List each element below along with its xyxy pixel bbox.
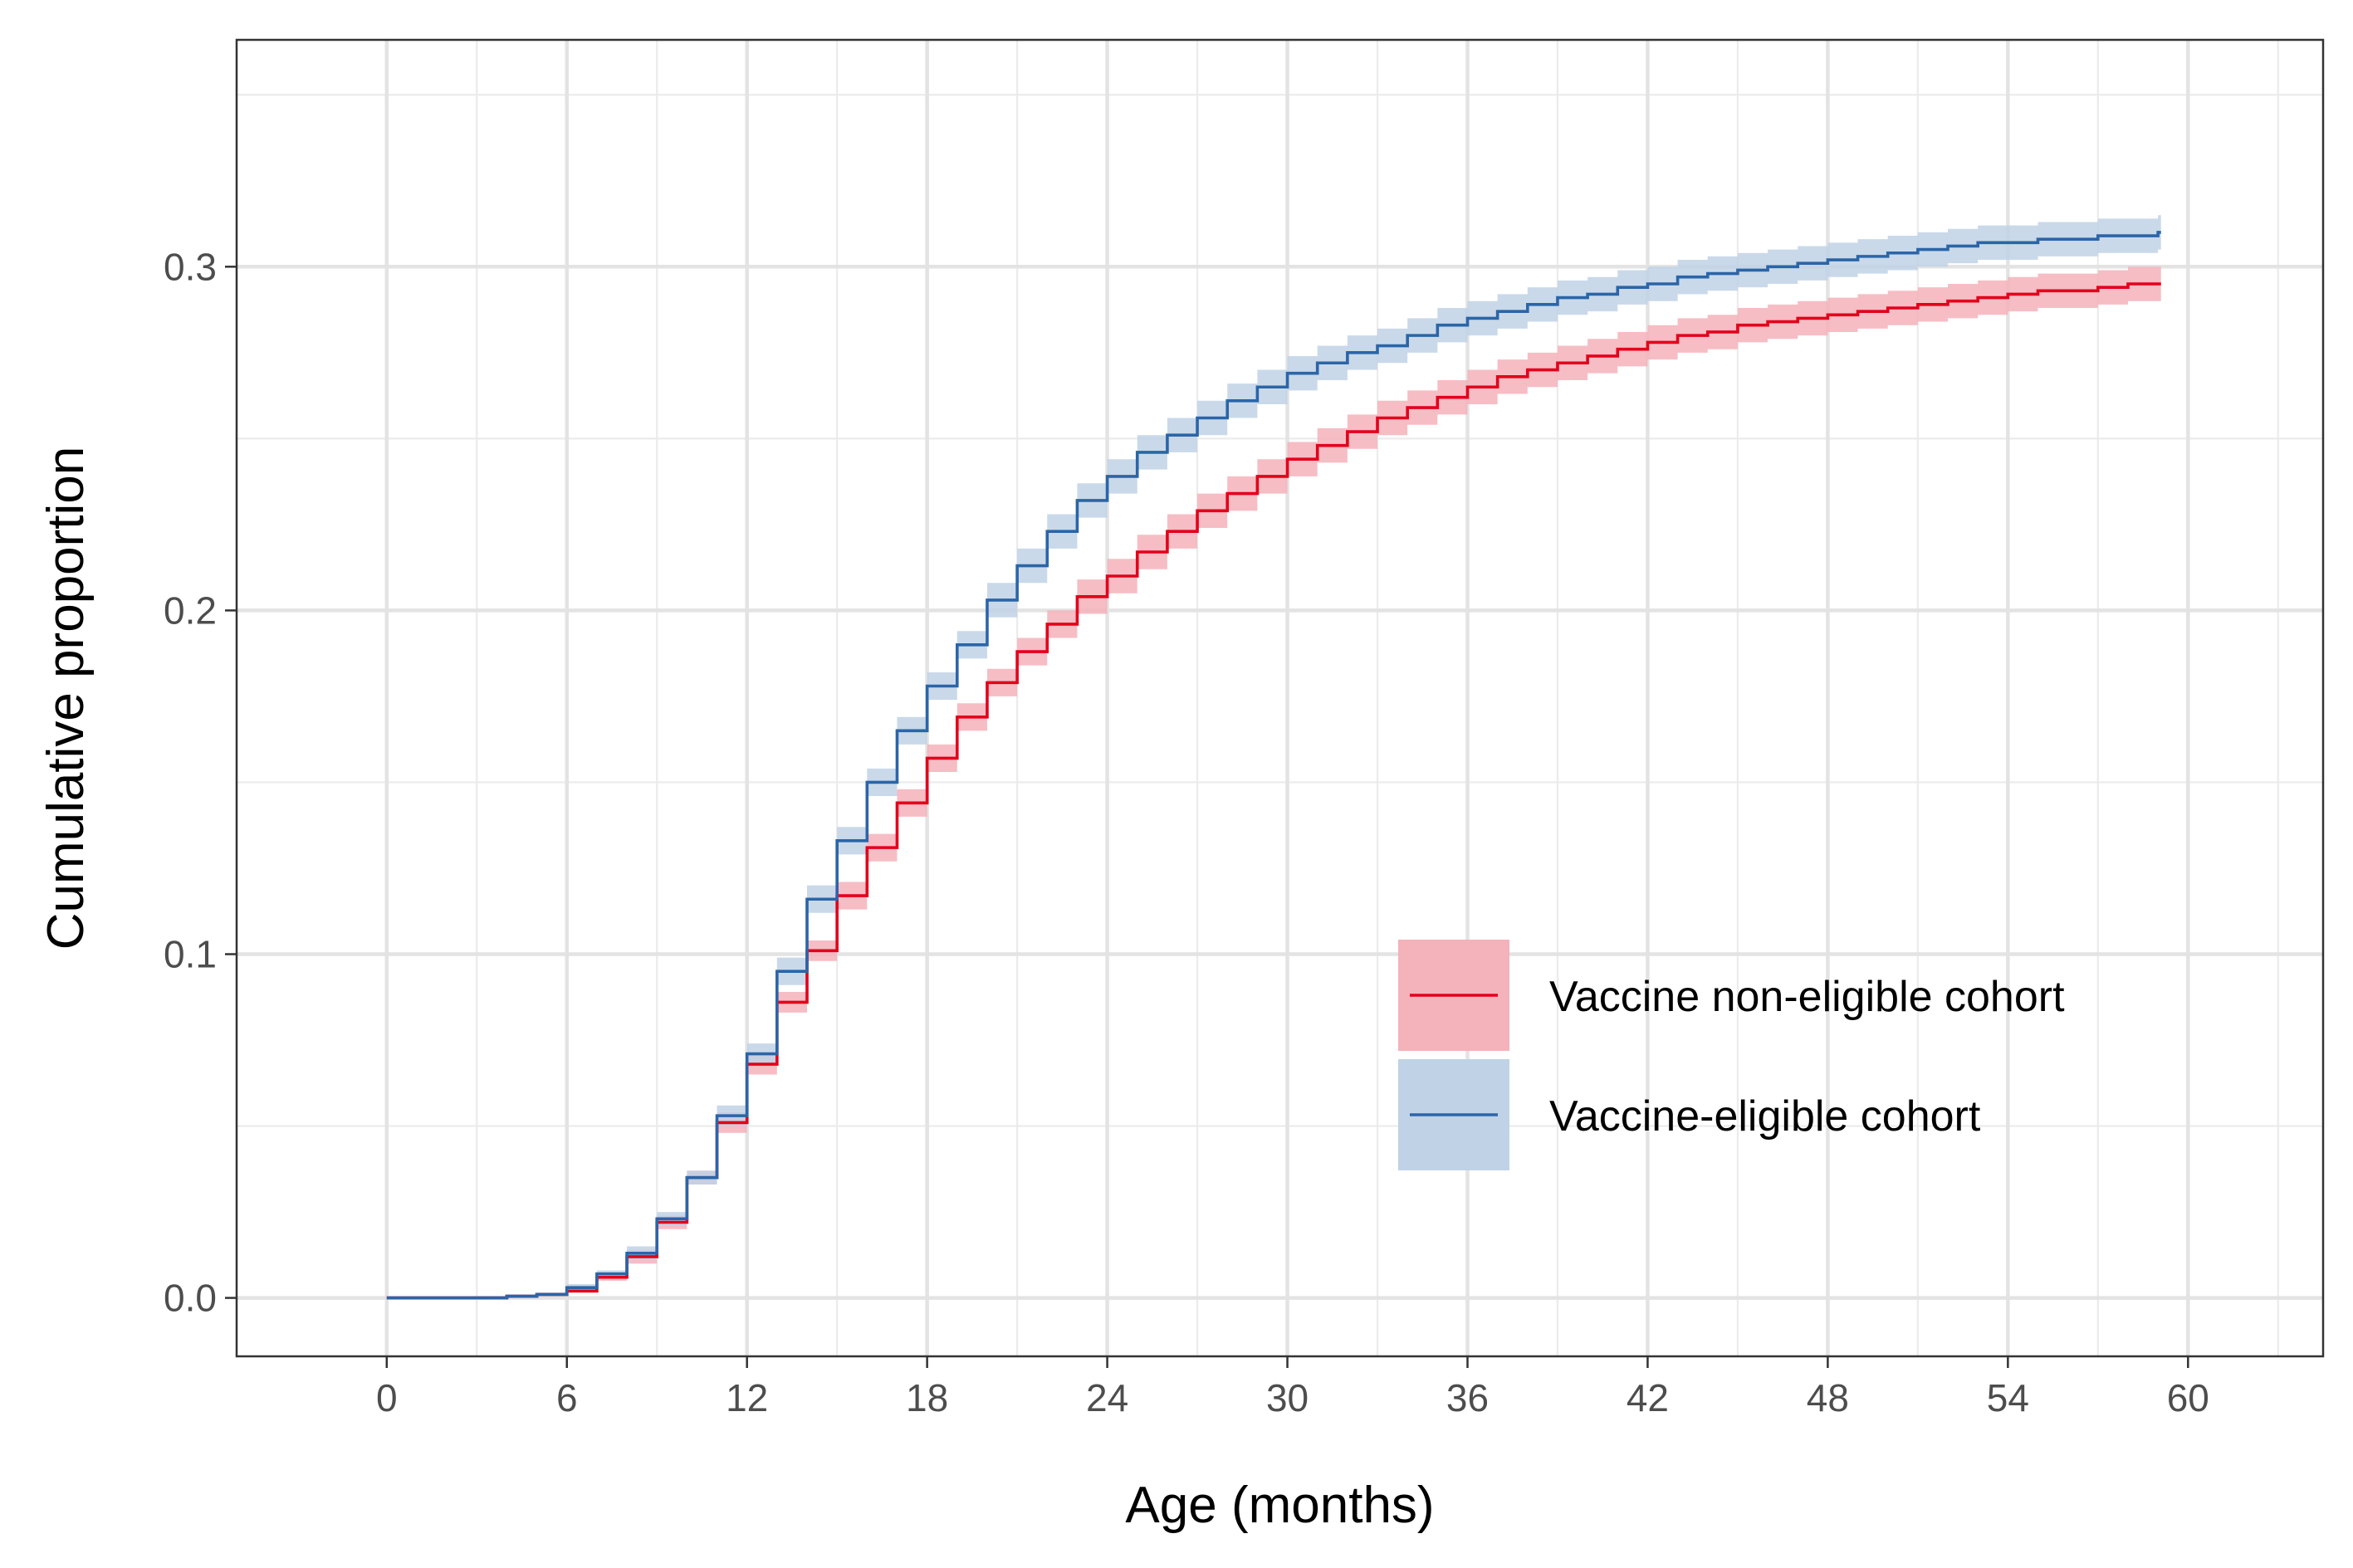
x-tick-label: 0 <box>376 1376 398 1419</box>
y-axis-title: Cumulative proportion <box>37 447 95 950</box>
y-tick-label: 0.0 <box>164 1277 217 1320</box>
step-line-series-1 <box>386 231 2161 1300</box>
legend-label-non-eligible: Vaccine non-eligible cohort <box>1549 973 2065 1021</box>
panel-border <box>235 38 2325 1358</box>
legend-item-non-eligible: Vaccine non-eligible cohort <box>1398 940 2065 1051</box>
y-tick-label: 0.3 <box>164 245 217 288</box>
legend: Vaccine non-eligible cohort Vaccine-elig… <box>1398 940 2065 1170</box>
axes: 0 6 12 18 24 30 36 42 48 54 60 0.0 0.1 0.2 0.3 <box>164 245 2209 1419</box>
x-tick-label: 42 <box>1627 1376 1669 1419</box>
x-tick-label: 60 <box>2167 1376 2209 1419</box>
x-tick-label: 36 <box>1446 1376 1489 1419</box>
x-tick-label: 24 <box>1086 1376 1128 1419</box>
legend-item-eligible: Vaccine-eligible cohort <box>1398 1059 1981 1170</box>
series-lines <box>386 231 2161 1300</box>
x-tick-label: 6 <box>556 1376 578 1419</box>
x-tick-label: 30 <box>1266 1376 1309 1419</box>
x-tick-label: 18 <box>906 1376 948 1419</box>
x-axis-title: Age (months) <box>1125 1477 1434 1534</box>
confidence-ribbon-series-0 <box>386 266 2161 1298</box>
x-tick-label: 54 <box>1987 1376 2029 1419</box>
legend-label-eligible: Vaccine-eligible cohort <box>1549 1092 1981 1141</box>
y-tick-label: 0.2 <box>164 589 217 632</box>
x-tick-label: 12 <box>726 1376 768 1419</box>
x-tick-label: 48 <box>1807 1376 1849 1419</box>
y-tick-label: 0.1 <box>164 933 217 976</box>
confidence-ribbons <box>386 215 2161 1298</box>
